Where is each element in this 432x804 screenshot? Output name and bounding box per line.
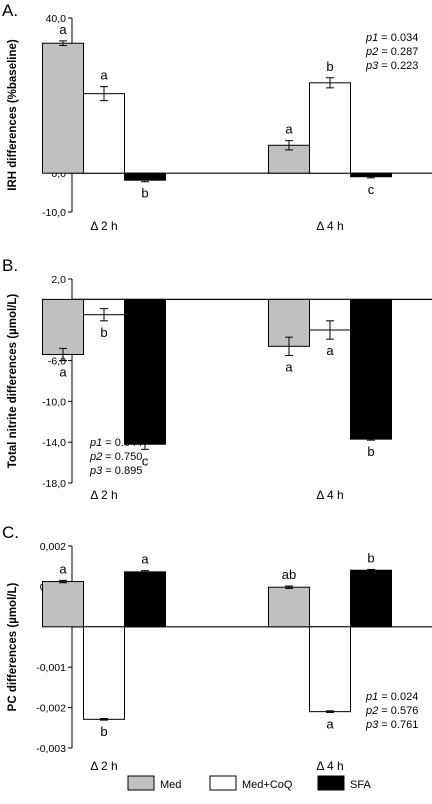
- stat-name: p1: [365, 32, 378, 44]
- significance-label: a: [326, 716, 334, 731]
- chart-panel-1: A.IRH differences (%baseline)-10,00,010,…: [2, 1, 432, 233]
- stat-value: = 0.895: [102, 465, 142, 477]
- significance-label: a: [141, 552, 149, 567]
- category-label: Δ 2 h: [90, 759, 117, 773]
- legend-swatch: [209, 775, 237, 791]
- stat-name: p3: [365, 719, 379, 731]
- bar-med: [42, 298, 84, 355]
- stat-line: p1 = 0.024: [365, 691, 418, 703]
- category-label: Δ 4 h: [316, 759, 343, 773]
- bar-med: [42, 42, 84, 174]
- stat-name: p2: [89, 451, 102, 463]
- panel-letter: C.: [2, 523, 19, 542]
- significance-label: c: [368, 182, 375, 197]
- significance-label: a: [326, 343, 334, 358]
- significance-label: b: [100, 724, 107, 739]
- bar-med-coq: [309, 82, 351, 174]
- significance-label: b: [326, 59, 333, 74]
- legend-label: SFA: [350, 779, 371, 791]
- significance-label: a: [100, 68, 108, 83]
- stat-name: p2: [365, 46, 378, 58]
- legend-label: Med: [160, 779, 181, 791]
- legend-swatch: [317, 775, 345, 791]
- bar-sfa: [124, 571, 166, 628]
- significance-label: ab: [282, 567, 296, 582]
- y-axis-label: Total nitrite differences (µmol/L): [7, 294, 19, 469]
- chart-panel-3: C. PC differences (µmol/L) -0,003 -0,002 -0,…: [2, 523, 432, 773]
- stat-value: = 0.287: [378, 46, 418, 58]
- significance-label: b: [141, 186, 148, 201]
- y-tick-label: -10,0: [42, 207, 66, 219]
- stat-value: = 0.024: [378, 691, 418, 703]
- stat-value: = 0.223: [378, 60, 418, 72]
- y-tick-label: -10,0: [42, 396, 66, 408]
- legend: Med Med+CoQ SFA: [127, 775, 371, 791]
- bar-sfa: [350, 569, 392, 628]
- significance-label: c: [142, 453, 149, 468]
- y-axis-label: PC differences (µmol/L): [7, 583, 19, 712]
- significance-label: b: [100, 325, 107, 340]
- bar-med-coq: [309, 626, 351, 713]
- bar-med: [42, 581, 84, 628]
- stat-line: p2 = 0.287: [365, 46, 418, 58]
- stat-name: p3: [89, 465, 103, 477]
- stat-value: = 0.576: [378, 705, 418, 717]
- stat-value: = 0.034: [378, 32, 418, 44]
- stat-value: = 0.761: [378, 719, 418, 731]
- y-tick-label: -14,0: [42, 437, 66, 449]
- stat-name: p1: [365, 691, 378, 703]
- stat-line: p1 = 0.034: [365, 32, 418, 44]
- panel-letter: A.: [2, 1, 18, 20]
- stat-name: p2: [365, 705, 378, 717]
- significance-label: b: [367, 444, 374, 459]
- chart-panel-2: B. Total nitrite differences (µmol/L) -18,…: [2, 256, 432, 502]
- stat-name: p1: [89, 437, 102, 449]
- stat-line: p1 = 0.044: [89, 437, 142, 449]
- significance-label: b: [367, 550, 374, 565]
- y-tick-label: -0,003: [36, 743, 66, 755]
- legend-label: Med+CoQ: [242, 779, 293, 791]
- legend-swatch: [127, 775, 155, 791]
- significance-label: a: [285, 360, 293, 375]
- stat-name: p3: [365, 60, 379, 72]
- stat-line: p2 = 0.576: [365, 705, 418, 717]
- category-label: Δ 2 h: [90, 488, 117, 502]
- y-tick-label: -0,002: [36, 703, 66, 715]
- y-tick-label: -6,0: [48, 356, 66, 368]
- stat-value: = 0.044: [102, 437, 142, 449]
- bar-sfa: [124, 298, 166, 445]
- category-label: Δ 4 h: [316, 488, 343, 502]
- significance-label: a: [59, 561, 67, 576]
- y-tick-label: -18,0: [42, 478, 66, 490]
- stat-line: p3 = 0.895: [89, 465, 142, 477]
- y-tick-label: 40,0: [46, 13, 67, 25]
- y-tick-label: -0,001: [36, 662, 66, 674]
- category-label: Δ 4 h: [316, 219, 343, 233]
- bar-sfa: [350, 298, 392, 440]
- panel-letter: B.: [2, 256, 18, 275]
- y-tick-label: 0,002: [40, 541, 66, 553]
- stat-value: = 0.750: [102, 451, 142, 463]
- stat-line: p2 = 0.750: [89, 451, 142, 463]
- bar-med-coq: [83, 626, 125, 720]
- significance-label: a: [59, 22, 67, 37]
- stat-line: p3 = 0.223: [365, 60, 418, 72]
- y-axis-label: IRH differences (%baseline): [7, 39, 19, 191]
- significance-label: a: [59, 365, 67, 380]
- significance-label: a: [285, 122, 293, 137]
- bar-med-coq: [83, 93, 125, 174]
- category-label: Δ 2 h: [90, 219, 117, 233]
- stat-line: p3 = 0.761: [365, 719, 418, 731]
- y-tick-label: 2,0: [51, 274, 66, 286]
- bar-med: [268, 586, 310, 628]
